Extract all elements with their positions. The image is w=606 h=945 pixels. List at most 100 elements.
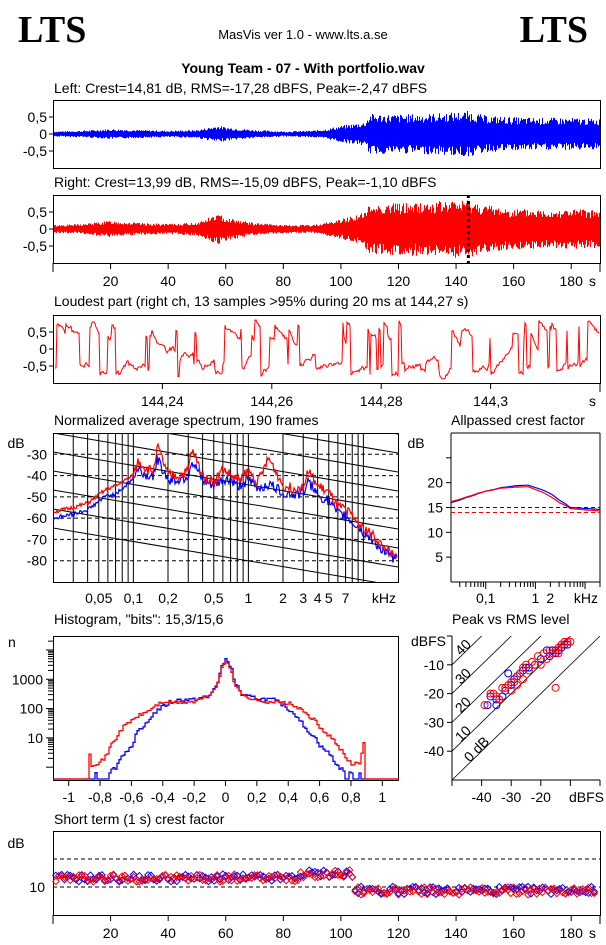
crest-point-right [95, 873, 103, 881]
crest-point-right [374, 884, 383, 893]
crest-point-right [567, 885, 576, 894]
crest-point-left [118, 876, 127, 885]
crest-line-label: 30 [452, 665, 474, 687]
crest-point-right [489, 889, 498, 898]
crest-point-left [431, 890, 440, 899]
crest-xtick-label: 140 [444, 925, 468, 941]
crest-point-right [417, 890, 426, 898]
crest-point-right [383, 890, 391, 898]
logo-left: LTS [18, 9, 87, 51]
crest-point-right [420, 883, 429, 892]
crest-point-right [538, 888, 547, 897]
scatter-point-left [522, 663, 530, 672]
scatter-point-right [507, 686, 516, 695]
crest-point-right [357, 890, 365, 899]
waveform-xtick-label: 160 [502, 273, 526, 289]
crest-xunit: s [589, 925, 596, 941]
crest-point-right [480, 889, 489, 897]
histogram-xtick-label: -1 [62, 789, 75, 805]
waveform-left-signal [54, 111, 600, 157]
crest-point-right [587, 889, 596, 898]
crest-point-right [400, 886, 409, 895]
crest-point-right [429, 888, 437, 897]
crest-point-right [501, 885, 509, 893]
scatter-point-left [483, 701, 492, 710]
crest-point-left [221, 871, 230, 880]
loudest-part-xunit: s [589, 393, 596, 409]
crest-point-left [241, 874, 250, 883]
crest-line [452, 636, 600, 780]
waveform-right-ytick-label: 0,5 [28, 204, 48, 220]
crest-point-right [121, 871, 129, 880]
waveform-left-ytick-label: 0 [39, 126, 47, 142]
crest-xtick-label: 100 [329, 925, 353, 941]
short-term-crest-title: Short term (1 s) crest factor [54, 811, 225, 827]
spectrum-slope-line [53, 433, 398, 492]
peak-rms-ytick-label: -20 [424, 686, 444, 702]
allpassed-ytick-label: 5 [435, 549, 443, 565]
crest-line-label: 10 [452, 722, 474, 744]
crest-point-right [282, 876, 291, 885]
peak-rms-ytick-label: -40 [424, 743, 444, 759]
waveform-right-frame [53, 195, 601, 264]
loudest-part-xtick-label: 144,26 [250, 393, 293, 409]
crest-point-right [158, 872, 167, 881]
crest-point-right [92, 874, 101, 883]
crest-point-right [302, 869, 311, 878]
crest-point-right [512, 890, 521, 899]
crest-point-right [184, 876, 193, 885]
spectrum-line-right [53, 442, 398, 560]
crest-point-left [175, 873, 184, 882]
waveform-left-ytick-label: -0,5 [23, 143, 47, 159]
crest-point-right [434, 888, 443, 897]
crest-point-right [221, 873, 230, 882]
crest-point-right [293, 876, 302, 885]
spectrum-slope-line [53, 508, 398, 568]
loudest-part-xtick-label: 144,3 [473, 393, 508, 409]
spectrum-ytick-label: -30 [27, 446, 47, 462]
spectrum-ytick-label: -60 [27, 510, 47, 526]
histogram-xtick-label: 0,2 [247, 789, 267, 805]
waveform-xtick-label: 20 [103, 273, 119, 289]
crest-point-right [547, 884, 555, 893]
peak-rms-lines [452, 636, 600, 780]
allpassed-xtick-label: 1 [531, 590, 539, 606]
crest-line-label: 20 [452, 693, 474, 715]
scatter-point-right [530, 660, 539, 669]
crest-point-right [60, 873, 69, 882]
peak-rms-ylabel: dBFS [411, 633, 446, 649]
crest-point-right [54, 871, 63, 880]
scatter-point-left [504, 669, 513, 678]
crest-point-left [348, 873, 357, 882]
scatter-point-right [527, 657, 536, 666]
spectrum-slope-line [53, 489, 398, 549]
waveform-xtick-label: 120 [387, 273, 411, 289]
crest-point-right [296, 868, 305, 877]
crest-point-left [400, 890, 409, 899]
crest-point-right [354, 883, 363, 892]
crest-point-right [259, 876, 268, 885]
crest-point-left [83, 877, 92, 886]
peak-rms-xtick-label: -20 [531, 789, 551, 805]
crest-point-right [345, 866, 354, 874]
crest-point-right [590, 889, 599, 898]
spectrum-xtick-label: 1 [244, 590, 252, 606]
crest-point-right [290, 877, 299, 886]
loudest-part-ytick-label: -0,5 [23, 358, 47, 374]
crest-point-right [503, 883, 512, 891]
crest-point-right [123, 877, 132, 885]
crest-point-right [544, 886, 553, 895]
crest-point-left [552, 886, 561, 895]
scatter-point-right [536, 660, 545, 669]
scatter-point-right [560, 637, 569, 646]
crest-point-right [550, 884, 558, 893]
crest-point-right [190, 874, 198, 883]
crest-point-right [431, 884, 440, 893]
crest-point-right [213, 871, 222, 879]
crest-point-right [313, 873, 322, 882]
spectrum-xtick-label: 0,1 [124, 590, 144, 606]
allpassed-xtick-label: 2 [546, 590, 554, 606]
crest-xtick-label: 120 [387, 925, 411, 941]
loudest-part-frame [53, 315, 601, 384]
